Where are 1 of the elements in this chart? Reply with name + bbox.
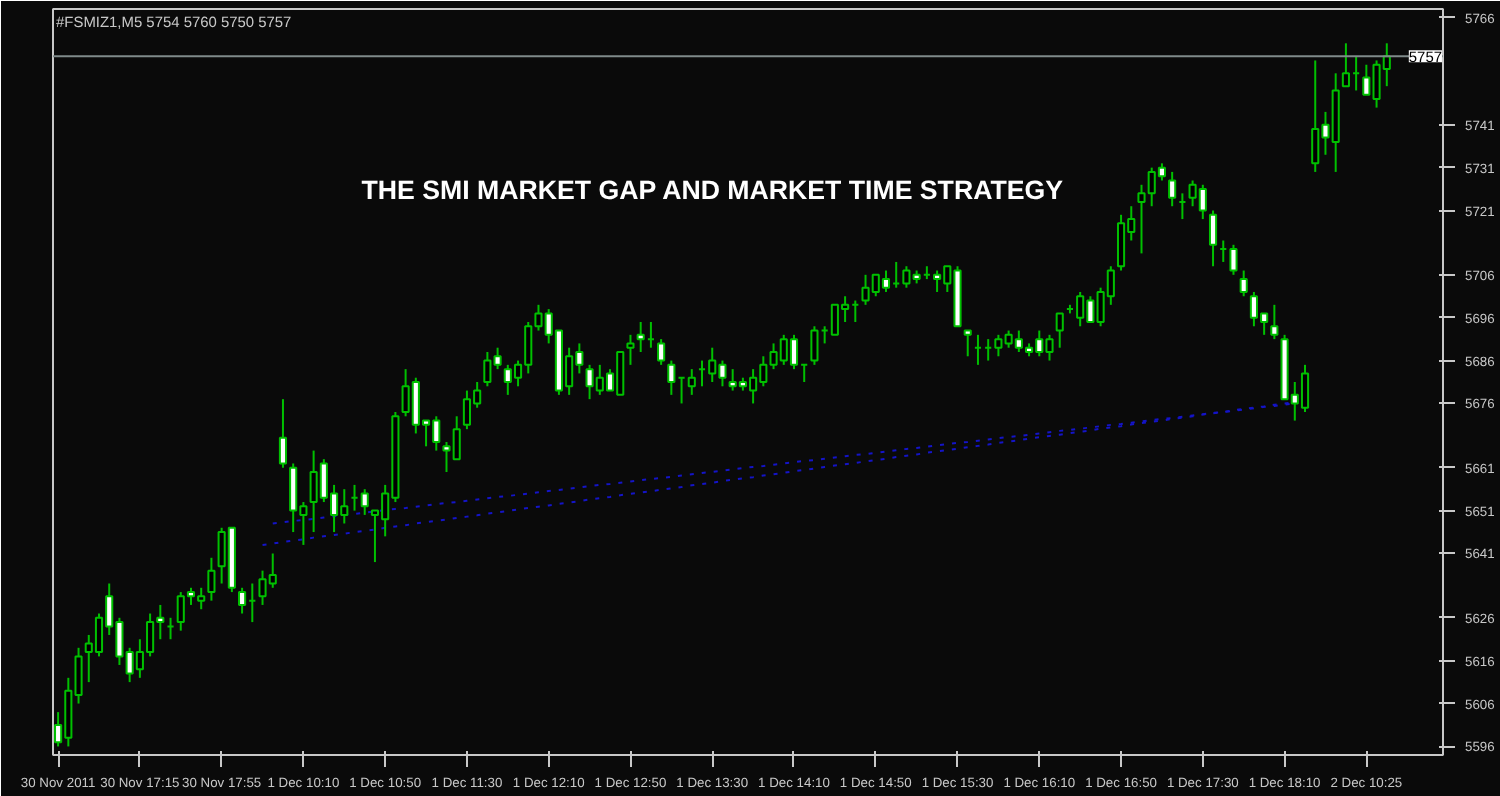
annotation: THE SMI MARKET GAP AND MARKET TIME STRATEGY <box>361 175 1064 205</box>
